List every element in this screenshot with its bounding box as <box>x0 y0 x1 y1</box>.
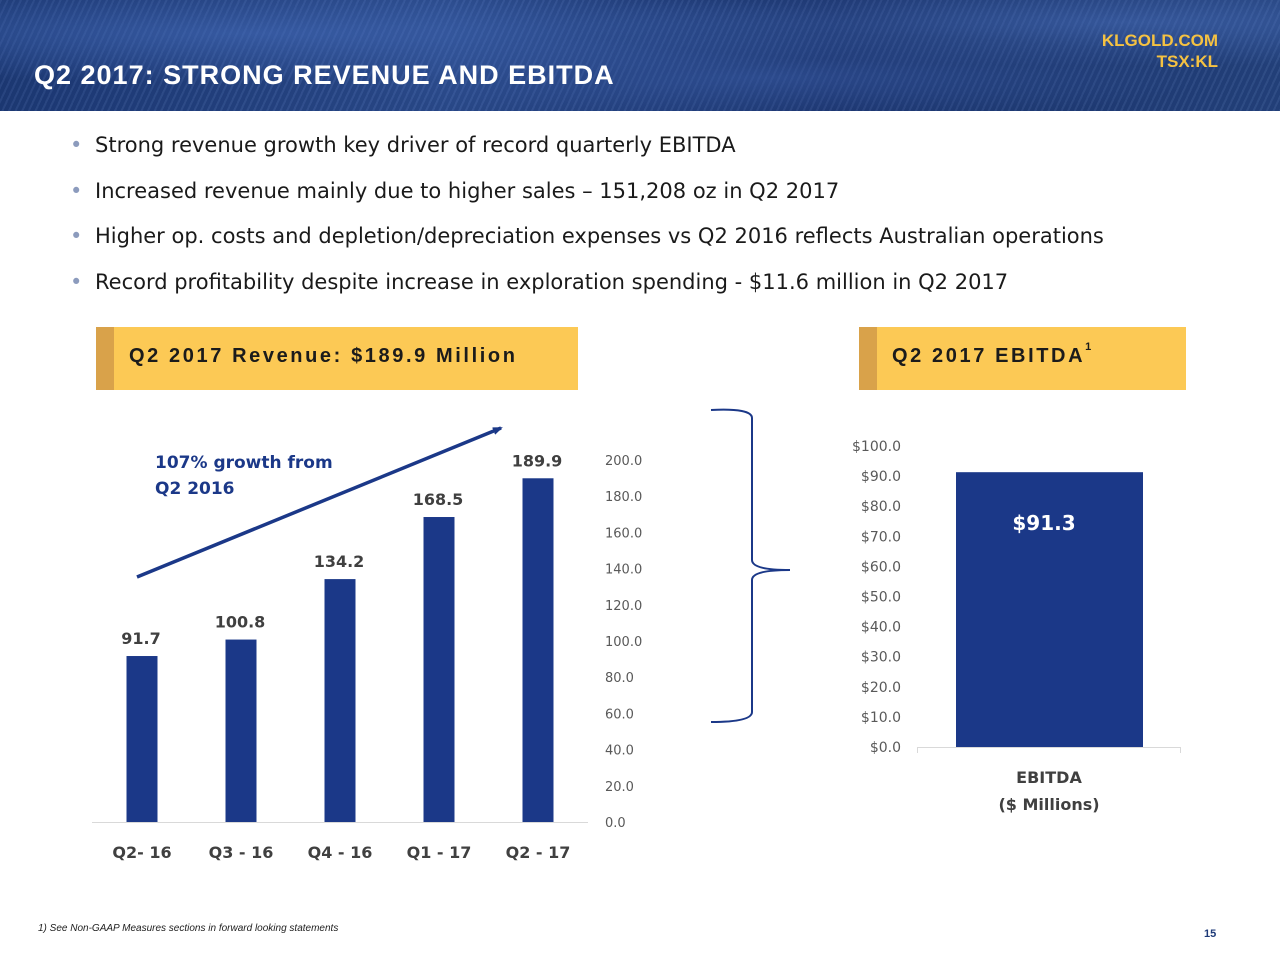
bullet-dot-icon: • <box>70 178 83 203</box>
revenue-y-tick: 40.0 <box>605 744 634 759</box>
footnote-marker: 1 <box>1085 341 1092 354</box>
revenue-category-label: Q4 - 16 <box>308 843 373 862</box>
ebitda-chart: $0.0 $10.0 $20.0 $30.0 $40.0 $50.0 $60.0 $70.0 $… <box>852 439 1181 814</box>
revenue-bar <box>423 517 455 822</box>
panel-stripe <box>859 327 877 390</box>
revenue-bar <box>324 579 356 822</box>
ebitda-y-tick: $10.0 <box>861 710 901 726</box>
ebitda-y-tick: $80.0 <box>861 499 901 515</box>
ebitda-y-tick: $30.0 <box>861 650 901 666</box>
ebitda-y-tick: $50.0 <box>861 590 901 606</box>
revenue-y-tick: 180.0 <box>605 490 642 505</box>
ebitda-y-tick: $0.0 <box>870 740 901 756</box>
revenue-y-tick: 60.0 <box>605 707 634 722</box>
revenue-data-label: 134.2 <box>314 552 365 571</box>
revenue-y-tick: 20.0 <box>605 780 634 795</box>
growth-annotation-line1: 107% growth from <box>155 453 333 473</box>
bullet-item: • Strong revenue growth key driver of rec… <box>70 130 1104 176</box>
page-number: 15 <box>1204 928 1217 940</box>
ebitda-y-tick: $100.0 <box>852 439 901 455</box>
revenue-category-label: Q3 - 16 <box>209 843 274 862</box>
revenue-y-tick: 80.0 <box>605 671 634 686</box>
ebitda-y-tick: $60.0 <box>861 559 901 575</box>
revenue-y-tick: 0.0 <box>605 816 626 831</box>
bullet-text: Higher op. costs and depletion/depreciat… <box>95 224 1104 248</box>
bullet-dot-icon: • <box>70 133 83 157</box>
revenue-data-label: 189.9 <box>512 451 563 470</box>
website-label: KLGOLD.COM <box>1101 31 1218 50</box>
growth-arrow <box>136 426 503 579</box>
ebitda-data-label: $91.3 <box>1012 511 1075 535</box>
ticker-label: TSX:KL <box>1156 52 1218 71</box>
growth-annotation-line2: Q2 2016 <box>155 479 235 499</box>
ebitda-y-tick: $40.0 <box>861 620 901 636</box>
revenue-bar <box>126 656 158 822</box>
bullet-item: • Increased revenue mainly due to higher … <box>70 176 1104 222</box>
revenue-category-label: Q2 - 17 <box>506 843 571 862</box>
revenue-panel-title: Q2 2017 Revenue: $189.9 Million <box>129 345 518 367</box>
bullet-item: • Higher op. costs and depletion/deprecia… <box>70 221 1104 267</box>
bullet-list: • Strong revenue growth key driver of rec… <box>70 130 1104 312</box>
revenue-y-tick: 120.0 <box>605 599 642 614</box>
ebitda-y-tick: $70.0 <box>861 529 901 545</box>
bracket-connector <box>710 408 791 723</box>
revenue-data-label: 100.8 <box>215 613 266 632</box>
ebitda-panel-title: Q2 2017 EBITDA <box>892 345 1086 367</box>
revenue-y-tick: 100.0 <box>605 635 642 650</box>
ebitda-y-tick: $20.0 <box>861 680 901 696</box>
panel-stripe <box>96 327 114 390</box>
header-banner: Q2 2017: STRONG REVENUE AND EBITDA KLGOL… <box>0 0 1280 111</box>
revenue-y-tick: 140.0 <box>605 563 642 578</box>
ebitda-bar <box>956 472 1143 747</box>
ebitda-panel-header: Q2 2017 EBITDA1 <box>859 327 1186 390</box>
revenue-bar <box>522 478 554 822</box>
revenue-category-label: Q2- 16 <box>112 843 171 862</box>
revenue-panel-header: Q2 2017 Revenue: $189.9 Million <box>96 327 578 390</box>
footnote: 1) See Non-GAAP Measures sections in for… <box>38 923 339 934</box>
company-info: KLGOLD.COM TSX:KL <box>1102 30 1218 72</box>
bullet-text: Record profitability despite increase in… <box>95 269 1009 294</box>
page-title: Q2 2017: STRONG REVENUE AND EBITDA <box>34 60 615 90</box>
bullet-text: Increased revenue mainly due to higher s… <box>95 178 840 203</box>
ebitda-y-tick: $90.0 <box>861 469 901 485</box>
revenue-data-label: 168.5 <box>413 490 464 509</box>
bullet-item: • Record profitability despite increase i… <box>70 267 1104 313</box>
ebitda-units-label: ($ Millions) <box>998 795 1099 814</box>
ebitda-category-label: EBITDA <box>1016 768 1082 787</box>
revenue-y-tick: 200.0 <box>605 454 642 469</box>
revenue-bar <box>225 639 257 822</box>
revenue-chart: 91.7 Q2- 16 100.8 Q3 - 16 134.2 Q4 - 16 168.5 Q… <box>92 451 642 862</box>
revenue-y-tick: 160.0 <box>605 526 642 541</box>
bullet-text: Strong revenue growth key driver of reco… <box>95 133 736 157</box>
ebitda-panel-title-wrap: Q2 2017 EBITDA1 <box>892 341 1091 368</box>
revenue-category-label: Q1 - 17 <box>407 843 472 862</box>
bullet-dot-icon: • <box>70 224 83 248</box>
bullet-dot-icon: • <box>70 269 83 294</box>
revenue-data-label: 91.7 <box>121 629 160 648</box>
